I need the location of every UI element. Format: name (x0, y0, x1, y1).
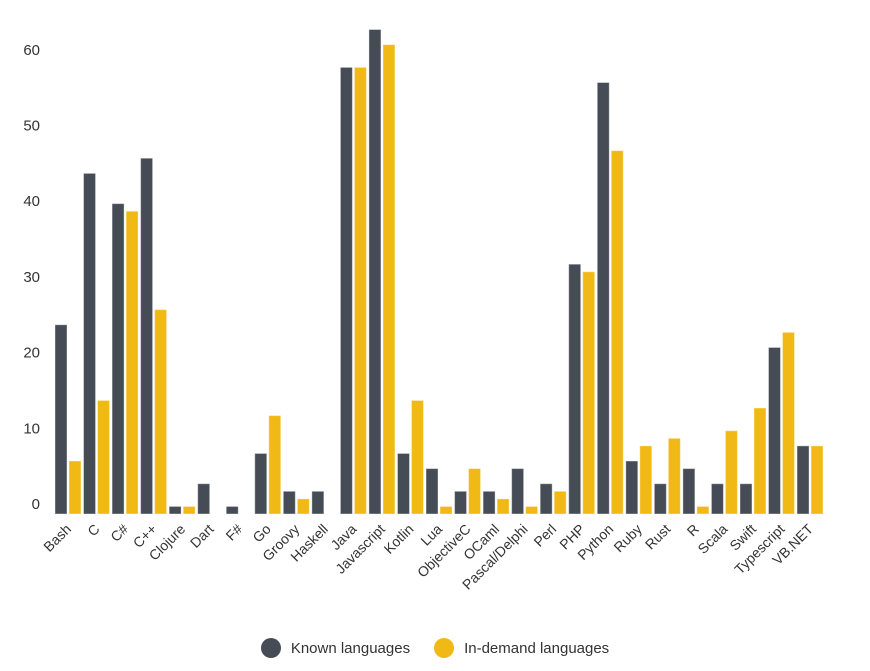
x-tick-label: C# (107, 521, 131, 545)
bar-in-demand[interactable] (782, 331, 795, 515)
bar-known[interactable] (625, 460, 639, 515)
y-tick-label: 20 (23, 345, 40, 362)
bar-known[interactable] (682, 468, 696, 515)
bar-in-demand[interactable] (667, 437, 681, 515)
bar-known[interactable] (54, 324, 68, 515)
bar-known[interactable] (768, 346, 781, 515)
bar-in-demand[interactable] (154, 309, 168, 515)
y-tick-label: 50 (23, 118, 40, 135)
x-tick-label: R (684, 521, 702, 539)
bar-in-demand[interactable] (468, 468, 482, 515)
x-tick-label: Ruby (610, 521, 644, 555)
legend: Known languages In-demand languages (0, 638, 870, 658)
bar-in-demand[interactable] (753, 407, 767, 515)
x-tick-label: Perl (530, 521, 559, 550)
bar-known[interactable] (739, 483, 753, 515)
x-tick-label: Kotlin (381, 521, 417, 557)
bar-known[interactable] (168, 505, 182, 515)
x-tick-label: Scala (694, 521, 730, 557)
bar-known[interactable] (796, 445, 810, 515)
bar-in-demand[interactable] (696, 505, 710, 515)
bar-known[interactable] (339, 66, 353, 515)
y-tick-label: 0 (32, 496, 40, 513)
x-tick-label: Dart (187, 521, 217, 551)
legend-label-known: Known languages (290, 639, 411, 657)
bar-known[interactable] (425, 468, 439, 515)
bar-in-demand[interactable] (553, 490, 567, 515)
bar-known[interactable] (311, 490, 325, 515)
x-tick-label: Bash (40, 521, 74, 555)
y-tick-label: 10 (23, 420, 40, 437)
y-tick-label: 40 (23, 193, 40, 210)
y-axis: 0 10 20 30 40 50 60 (23, 42, 40, 513)
bar-in-demand[interactable] (610, 150, 624, 515)
bar-known[interactable] (197, 483, 211, 515)
bar-in-demand[interactable] (182, 505, 196, 515)
bar-in-demand[interactable] (296, 498, 310, 515)
bar-known[interactable] (539, 483, 553, 515)
bar-in-demand[interactable] (525, 505, 539, 515)
bar-in-demand[interactable] (582, 271, 596, 515)
bar-in-demand[interactable] (810, 445, 824, 515)
bar-known[interactable] (511, 468, 525, 515)
bar-in-demand[interactable] (97, 399, 111, 515)
x-tick-label: F# (222, 521, 245, 544)
bar-in-demand[interactable] (724, 430, 738, 515)
bar-known[interactable] (225, 505, 239, 515)
bar-known[interactable] (454, 490, 468, 515)
x-tick-label: C (84, 521, 102, 539)
bar-in-demand[interactable] (639, 445, 653, 515)
bar-known[interactable] (568, 263, 582, 515)
bar-in-demand[interactable] (268, 415, 282, 515)
bar-known[interactable] (111, 203, 125, 515)
bar-in-demand[interactable] (68, 460, 82, 515)
bar-known[interactable] (482, 490, 496, 515)
bar-in-demand[interactable] (410, 399, 424, 515)
bar-in-demand[interactable] (496, 498, 510, 515)
x-tick-label: Rust (642, 521, 674, 553)
y-tick-label: 60 (23, 42, 40, 59)
bar-known[interactable] (282, 490, 296, 515)
bar-known[interactable] (140, 157, 154, 515)
bar-known[interactable] (396, 452, 410, 515)
bar-known[interactable] (83, 172, 97, 515)
legend-item-in-demand[interactable]: In-demand languages (434, 638, 609, 658)
bar-in-demand[interactable] (439, 505, 453, 515)
bar-known[interactable] (653, 483, 667, 515)
bar-in-demand[interactable] (353, 66, 367, 515)
legend-label-in-demand: In-demand languages (464, 639, 610, 657)
legend-marker-known (260, 638, 281, 658)
y-tick-label: 30 (23, 269, 40, 286)
legend-marker-in-demand (434, 638, 455, 658)
bar-in-demand[interactable] (125, 210, 139, 515)
bar-known[interactable] (254, 452, 268, 515)
bar-in-demand[interactable] (382, 44, 396, 515)
bars (54, 29, 824, 515)
legend-item-known[interactable]: Known languages (260, 638, 411, 658)
bar-known[interactable] (368, 29, 382, 515)
bar-known[interactable] (596, 82, 610, 515)
bar-known[interactable] (710, 483, 724, 515)
